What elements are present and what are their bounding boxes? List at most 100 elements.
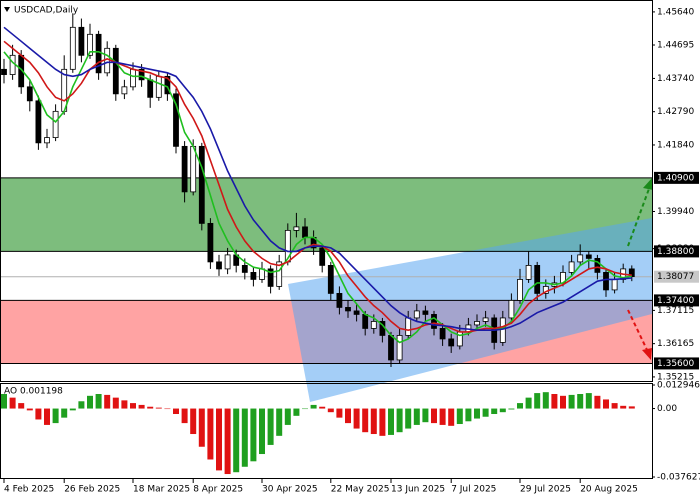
chart-title: USDCAD,Daily bbox=[14, 6, 79, 16]
candle-body bbox=[52, 110, 59, 139]
ao-bar bbox=[130, 403, 136, 409]
candle-body bbox=[216, 261, 222, 270]
ao-bar bbox=[327, 408, 334, 413]
candle-body bbox=[534, 265, 541, 294]
ao-bar bbox=[628, 406, 635, 409]
ao-bar bbox=[78, 401, 85, 409]
candle-body bbox=[293, 226, 300, 231]
x-tick-label: 8 Apr 2025 bbox=[193, 485, 243, 495]
ao-bar bbox=[18, 403, 25, 409]
ao-bar bbox=[568, 394, 575, 409]
candle-body bbox=[577, 254, 584, 263]
last-price-label: 1.38077 bbox=[657, 272, 694, 282]
candle-body bbox=[138, 68, 145, 81]
ao-bar bbox=[216, 408, 222, 471]
candle-body bbox=[198, 145, 205, 224]
ao-bar bbox=[353, 408, 360, 429]
ao-tick-label: 0.012946 bbox=[657, 381, 700, 391]
candle-body bbox=[439, 328, 446, 340]
candle-body bbox=[276, 261, 283, 287]
x-tick-label: 20 Aug 2025 bbox=[580, 485, 638, 495]
candle-body bbox=[370, 321, 377, 329]
ao-bar bbox=[474, 408, 480, 419]
candle-body bbox=[345, 307, 351, 312]
ao-bar bbox=[138, 404, 145, 409]
ao-bar bbox=[267, 408, 274, 445]
candle-body bbox=[517, 279, 523, 301]
ao-bar bbox=[499, 408, 506, 413]
candle-body bbox=[1, 68, 7, 75]
ao-bar bbox=[302, 408, 308, 410]
candle-body bbox=[267, 268, 274, 287]
level-label: 1.40900 bbox=[657, 173, 694, 183]
ao-bar bbox=[448, 408, 455, 426]
y-tick-label: 1.41840 bbox=[657, 140, 694, 150]
down-arrow bbox=[627, 309, 649, 353]
ao-label: AO 0.001198 bbox=[4, 387, 63, 397]
y-tick-label: 1.42790 bbox=[657, 107, 694, 117]
ao-bar bbox=[9, 397, 16, 409]
ao-bar bbox=[104, 394, 111, 409]
ao-bar bbox=[44, 408, 50, 425]
level-label: 1.38800 bbox=[657, 247, 694, 257]
ao-bar bbox=[190, 408, 197, 435]
ao-bar bbox=[456, 408, 463, 425]
x-tick-label: 18 Mar 2025 bbox=[133, 485, 190, 495]
candle-body bbox=[525, 265, 532, 280]
ao-bar bbox=[233, 408, 240, 473]
candle-body bbox=[611, 279, 618, 291]
ao-bar bbox=[198, 408, 205, 447]
ao-bar bbox=[293, 408, 300, 416]
candle-body bbox=[499, 317, 506, 343]
candle-body bbox=[353, 310, 360, 315]
candle-body bbox=[448, 338, 455, 347]
ao-frame bbox=[0, 383, 653, 479]
ao-bar bbox=[310, 404, 317, 409]
candle-body bbox=[422, 310, 429, 315]
candle-body bbox=[130, 68, 136, 88]
candle-body bbox=[250, 272, 257, 280]
y-tick-label: 1.35215 bbox=[657, 372, 694, 382]
candle-body bbox=[173, 93, 179, 147]
ao-bar bbox=[95, 393, 102, 409]
up-arrow bbox=[627, 185, 651, 247]
ao-bar bbox=[379, 408, 386, 436]
ao-bar bbox=[465, 408, 472, 422]
up-arrow-head bbox=[643, 178, 653, 190]
candle-body bbox=[190, 145, 197, 193]
ao-bar bbox=[26, 408, 33, 411]
candle-body bbox=[585, 254, 592, 259]
candle-body bbox=[319, 247, 326, 266]
y-tick-label: 1.43740 bbox=[657, 74, 694, 84]
candle-body bbox=[121, 86, 128, 95]
ao-bar bbox=[577, 393, 584, 409]
candle-body bbox=[327, 265, 334, 294]
ao-bar bbox=[525, 397, 532, 409]
level-box bbox=[654, 171, 699, 184]
candle-body bbox=[147, 79, 154, 98]
level-label: 1.35600 bbox=[657, 359, 694, 369]
title-icon bbox=[4, 7, 10, 12]
candle-body bbox=[508, 300, 515, 319]
y-tick-label: 1.44695 bbox=[657, 40, 694, 50]
ao-bar bbox=[542, 392, 549, 409]
ao-bar bbox=[620, 405, 627, 409]
ao-bar bbox=[405, 408, 412, 429]
candle-body bbox=[155, 75, 162, 98]
ao-bar bbox=[603, 399, 609, 409]
x-tick-label: 26 Feb 2025 bbox=[64, 485, 120, 495]
ao-bar bbox=[164, 408, 171, 410]
candle-body bbox=[594, 258, 601, 273]
candle-body bbox=[388, 335, 394, 361]
ao-bar bbox=[276, 408, 283, 436]
ao-bar bbox=[370, 408, 377, 435]
level-label: 1.37400 bbox=[657, 296, 694, 306]
ao-bar bbox=[336, 408, 343, 418]
candle-body bbox=[396, 335, 403, 361]
candle-body bbox=[181, 145, 188, 193]
ao-bar bbox=[52, 408, 59, 424]
ao-bar bbox=[345, 408, 351, 424]
y-tick-label: 1.37115 bbox=[657, 306, 694, 316]
ao-bar bbox=[491, 408, 498, 415]
